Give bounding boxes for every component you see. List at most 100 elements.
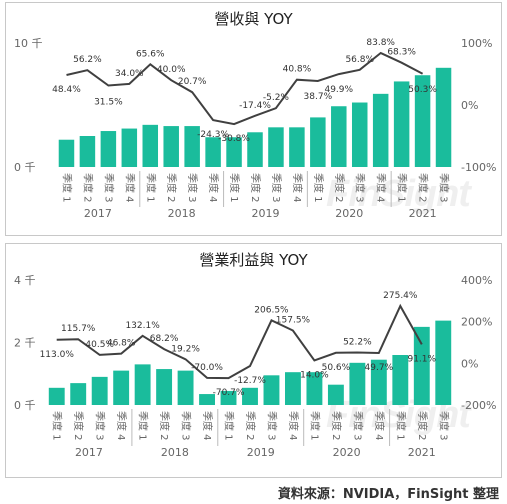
- x-tick-label: 季度 2: [244, 411, 257, 441]
- x-tick-label: 季度 1: [61, 173, 74, 203]
- yoy-line: [66, 51, 424, 126]
- yoy-data-label: 50.6%: [322, 363, 351, 373]
- x-tick-label: 季度 2: [72, 411, 85, 441]
- x-tick-label: 季度 2: [165, 173, 178, 203]
- bar: [70, 383, 87, 405]
- yoy-data-label: -5.2%: [263, 93, 290, 103]
- yoy-data-label: 19.2%: [171, 344, 200, 354]
- x-tick-label: 季度 1: [396, 173, 409, 203]
- x-tick-label: 季度 1: [51, 411, 64, 441]
- bar: [306, 372, 323, 405]
- yoy-data-label: 68.3%: [387, 48, 416, 58]
- revenue-chart: 0 千 10 千 -100% 0% 100% 48.4% 56.2% 31.5% 34.0% 65…: [14, 37, 496, 220]
- yoy-data-label: 49.7%: [365, 363, 394, 373]
- yoy-data-label: 275.4%: [383, 291, 418, 301]
- bar: [58, 139, 75, 167]
- bar: [242, 387, 258, 405]
- yoy-data-label: 49.9%: [324, 85, 353, 95]
- bar: [435, 320, 452, 405]
- yoy-data-label: 157.5%: [276, 316, 311, 326]
- x-tick-label: 季度 3: [437, 411, 450, 441]
- yoy-data-label: -30.8%: [218, 134, 250, 144]
- bar: [142, 124, 159, 167]
- x-tick-label: 季度 2: [158, 411, 171, 441]
- yoy-data-label: 48.4%: [52, 85, 81, 95]
- chart-title: 營收與 YOY: [214, 10, 293, 28]
- x-tick-label: 季度 4: [123, 173, 136, 203]
- x-year-label: 2018: [161, 446, 189, 459]
- y-right-tick-label: 0%: [461, 99, 478, 112]
- x-tick-label: 季度 1: [137, 411, 150, 441]
- y-left-tick-label: 0 千: [14, 399, 36, 412]
- x-tick-label: 季度 4: [291, 173, 304, 203]
- yoy-data-label: -70.7%: [213, 388, 245, 398]
- bar: [91, 376, 108, 405]
- x-year-label: 2017: [75, 446, 103, 459]
- x-tick-label: 季度 4: [373, 411, 386, 441]
- x-tick-label: 季度 3: [102, 173, 115, 203]
- x-tick-label: 季度 3: [266, 411, 279, 441]
- yoy-data-label: 115.7%: [61, 324, 96, 334]
- yoy-data-label: 14.0%: [300, 370, 329, 380]
- x-tick-label: 季度 4: [287, 411, 300, 441]
- bar: [134, 364, 151, 405]
- yoy-data-label: 52.2%: [343, 337, 372, 347]
- x-tick-label: 季度 3: [180, 411, 193, 441]
- x-year-label: 2020: [333, 446, 361, 459]
- yoy-data-label: 56.2%: [73, 55, 102, 65]
- bar: [156, 369, 173, 405]
- y-right-tick-label: 100%: [461, 37, 492, 50]
- bar: [372, 93, 389, 167]
- x-tick-label: 季度 2: [249, 173, 262, 203]
- yoy-data-label: -24.3%: [197, 130, 229, 140]
- x-tick-label: 季度 1: [223, 411, 236, 441]
- yoy-data-label: 83.8%: [366, 38, 395, 48]
- yoy-data-label: 91.1%: [407, 354, 436, 364]
- bar: [100, 131, 117, 167]
- x-year-label: 2019: [251, 207, 279, 220]
- bar: [263, 375, 280, 405]
- x-tick-label: 季度 1: [308, 411, 321, 441]
- x-tick-label: 季度 4: [375, 173, 388, 203]
- watermark-logo: FinSight: [326, 173, 471, 215]
- yoy-data-label: 31.5%: [94, 97, 123, 107]
- x-tick-label: 季度 4: [207, 173, 220, 203]
- y-left-tick-label: 0 千: [14, 161, 36, 174]
- bar: [435, 67, 452, 167]
- x-tick-label: 季度 1: [312, 173, 325, 203]
- yoy-data-label: 34.0%: [115, 69, 144, 79]
- x-tick-label: 季度 3: [354, 173, 367, 203]
- bar: [392, 355, 409, 405]
- yoy-data-label: 113.0%: [40, 350, 75, 360]
- yoy-data-label: 68.2%: [150, 334, 179, 344]
- yoy-data-label: 46.8%: [107, 339, 136, 349]
- bar: [48, 387, 65, 405]
- x-year-label: 2021: [409, 207, 437, 220]
- y-right-tick-label: 0%: [461, 357, 478, 370]
- x-year-label: 2018: [168, 207, 196, 220]
- y-right-tick-label: -100%: [461, 161, 496, 174]
- source-note: 資料來源：NVIDIA，FinSight 整理: [277, 487, 499, 502]
- yoy-data-label: 40.8%: [283, 65, 312, 75]
- bar: [247, 132, 263, 167]
- bar: [177, 370, 194, 405]
- x-tick-label: 季度 2: [330, 411, 343, 441]
- bar: [289, 127, 305, 167]
- bar: [226, 137, 242, 167]
- y-right-tick-label: 200%: [461, 316, 492, 329]
- x-tick-label: 季度 1: [394, 411, 407, 441]
- x-tick-label: 季度 4: [115, 411, 128, 441]
- yoy-data-label: 132.1%: [125, 321, 160, 331]
- bar: [205, 137, 221, 167]
- bar: [268, 127, 284, 167]
- y-left-tick-label: 4 千: [14, 274, 36, 287]
- yoy-data-label: 40.5%: [85, 340, 114, 350]
- yoy-data-label: 65.6%: [136, 49, 165, 59]
- yoy-data-label: 206.5%: [254, 305, 289, 315]
- y-right-tick-label: -200%: [461, 399, 496, 412]
- x-year-label: 2021: [408, 446, 436, 459]
- x-tick-label: 季度 3: [186, 173, 199, 203]
- yoy-data-label: -17.4%: [239, 101, 271, 111]
- yoy-data-label: -12.7%: [234, 376, 266, 386]
